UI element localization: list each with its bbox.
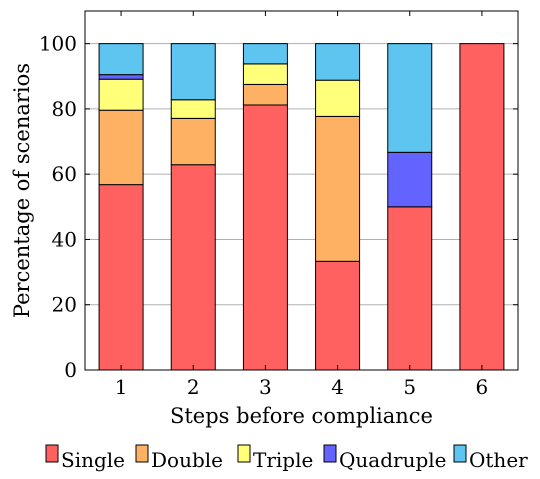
bar-segment-double-1 <box>98 109 144 186</box>
bar-segment-other-2 <box>170 43 216 101</box>
bar-segment-single-6 <box>459 43 505 371</box>
bar-segment-other-1 <box>98 43 144 76</box>
plot-area-frame <box>84 10 519 371</box>
legend-swatch-single <box>45 444 59 463</box>
legend-swatch-other <box>453 444 467 463</box>
bar-segment-double-2 <box>170 117 216 166</box>
x-tick-label: 6 <box>476 375 489 399</box>
bar-segment-quadruple-1 <box>98 74 144 80</box>
legend-label-other: Other <box>469 448 528 472</box>
x-tick-label: 5 <box>403 375 416 399</box>
legend-label-quadruple: Quadruple <box>339 448 446 472</box>
axes: 0 20 40 60 80 100 1 2 3 4 5 6 <box>39 11 518 399</box>
y-tick-label: 20 <box>52 293 77 317</box>
y-axis-label: Percentage of scenarios <box>10 63 34 318</box>
legend-label-triple: Triple <box>253 448 313 472</box>
bar-segment-single-1 <box>98 184 144 371</box>
y-tick-label: 40 <box>52 227 77 251</box>
legend-swatch-triple <box>237 444 251 463</box>
bar-segment-triple-2 <box>170 99 216 119</box>
x-tick-label: 4 <box>331 375 344 399</box>
legend-label-single: Single <box>61 448 125 472</box>
bar-segment-double-4 <box>315 115 361 262</box>
bar-segment-other-4 <box>315 43 361 81</box>
bar-segment-quadruple-5 <box>387 151 433 208</box>
legend: Single Double Triple Quadruple Other <box>45 444 528 472</box>
y-tick-label: 60 <box>52 162 77 186</box>
bars <box>98 43 505 371</box>
bar-segment-other-3 <box>242 43 288 65</box>
x-tick-label: 2 <box>187 375 200 399</box>
x-tick-label: 3 <box>259 375 272 399</box>
bar-segment-single-2 <box>170 164 216 371</box>
y-tick-label: 0 <box>64 358 77 382</box>
bar-segment-triple-3 <box>242 63 288 85</box>
grid <box>85 43 518 306</box>
x-tick-label: 1 <box>115 375 128 399</box>
bar-segment-triple-1 <box>98 78 144 111</box>
bar-segment-other-5 <box>387 43 433 153</box>
bar-segment-single-5 <box>387 206 433 371</box>
bar-segment-single-4 <box>315 260 361 371</box>
y-tick-label: 80 <box>52 97 77 121</box>
x-axis-label: Steps before compliance <box>170 404 433 428</box>
y-tick-label: 100 <box>39 32 77 56</box>
bar-segment-single-3 <box>242 104 288 371</box>
bar-segment-double-3 <box>242 83 288 106</box>
bar-segment-triple-4 <box>315 79 361 117</box>
legend-label-double: Double <box>151 448 223 472</box>
legend-swatch-double <box>135 444 149 463</box>
legend-swatch-quadruple <box>323 444 337 463</box>
